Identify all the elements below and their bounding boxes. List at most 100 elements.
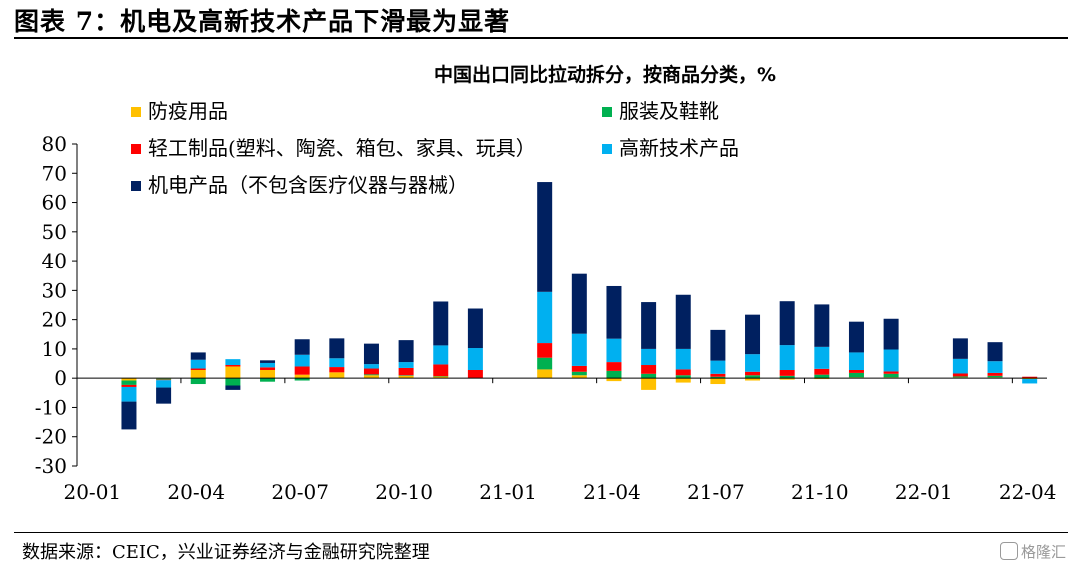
bar-segment-21-12-s2	[883, 371, 899, 374]
legend-item: 机电产品（不包含医疗仪器与器械）	[131, 169, 468, 198]
y-tick-label: 10	[42, 337, 67, 361]
bar-segment-22-02-s2	[952, 373, 968, 377]
bar-segment-20-09-s3	[363, 364, 379, 369]
legend-item: 高新技术产品	[602, 132, 739, 161]
legend-item: 服装及鞋靴	[602, 95, 719, 124]
bar-segment-20-07-s4	[294, 339, 310, 355]
x-tick-label: 21-07	[687, 480, 745, 504]
bar-segment-21-03-s0	[571, 375, 587, 379]
x-tick-label: 20-07	[271, 480, 329, 504]
bar-segment-20-03-s1	[156, 378, 172, 380]
bar-segment-20-04-s4	[190, 352, 206, 360]
bar-segment-21-12-s4	[883, 318, 899, 350]
bar-segment-21-07-s2	[710, 373, 726, 377]
bar-segment-21-09-s2	[779, 369, 795, 376]
y-tick-label: 50	[42, 220, 67, 244]
bar-segment-21-03-s1	[571, 371, 587, 376]
bar-segment-21-04-s2	[606, 362, 622, 371]
bar-segment-20-06-s1	[260, 378, 276, 382]
bar-segment-20-11-s1	[433, 376, 449, 377]
legend-swatch	[602, 107, 612, 117]
bar-segment-20-12-s3	[467, 348, 483, 370]
bar-segment-21-09-s3	[779, 345, 795, 370]
y-tick-label: 80	[42, 132, 67, 156]
bar-segment-20-05-s0	[225, 366, 241, 379]
bar-segment-21-10-s3	[814, 346, 830, 369]
bar-segment-20-04-s2	[190, 368, 206, 370]
bar-segment-20-04-s3	[190, 359, 206, 369]
bar-segment-21-03-s4	[571, 273, 587, 334]
y-tick-label: -20	[35, 425, 67, 449]
bar-segment-21-08-s3	[745, 354, 761, 372]
bar-segment-21-11-s3	[848, 352, 864, 370]
bar-segment-20-09-s4	[363, 343, 379, 365]
bar-segment-21-06-s3	[675, 348, 691, 370]
y-tick-label: 40	[42, 249, 67, 273]
bar-segment-20-11-s0	[433, 376, 449, 379]
bar-segment-20-05-s3	[225, 359, 241, 366]
legend-label: 服装及鞋靴	[619, 99, 719, 123]
bar-segment-21-06-s0	[675, 378, 691, 383]
bar-segment-21-10-s4	[814, 304, 830, 347]
bar-segment-20-11-s3	[433, 345, 449, 365]
y-tick-label: 0	[54, 366, 67, 390]
bar-segment-20-07-s2	[294, 366, 310, 375]
figure-title: 图表 7：机电及高新技术产品下滑最为显著	[14, 7, 511, 36]
bar-segment-22-04-s2	[1022, 376, 1038, 379]
bar-segment-20-04-s0	[190, 369, 206, 379]
bar-segment-21-02-s4	[537, 182, 553, 292]
bar-segment-20-05-s4	[225, 385, 241, 390]
bar-segment-21-09-s0	[779, 378, 795, 380]
bar-segment-21-02-s3	[537, 291, 553, 344]
bar-segment-22-04-s3	[1022, 379, 1038, 384]
bar-segment-21-06-s4	[675, 294, 691, 349]
legend-swatch	[131, 144, 141, 154]
bar-segment-20-11-s4	[433, 301, 449, 346]
bar-segment-20-10-s4	[398, 340, 414, 363]
x-tick-label: 21-10	[791, 480, 849, 504]
bar-segment-20-07-s0	[294, 374, 310, 379]
bar-segment-20-02-s1	[121, 380, 137, 385]
x-tick-label: 22-04	[999, 480, 1057, 504]
figure-header: 图表 7：机电及高新技术产品下滑最为显著	[0, 0, 1080, 40]
bar-segment-21-07-s4	[710, 329, 726, 361]
bar-segment-22-02-s1	[952, 376, 968, 378]
legend-label: 机电产品（不包含医疗仪器与器械）	[148, 173, 468, 197]
bar-segment-20-06-s3	[260, 362, 276, 368]
bar-segment-21-04-s1	[606, 370, 622, 379]
bar-segment-22-03-s2	[987, 372, 1003, 376]
bar-segment-20-02-s3	[121, 386, 137, 402]
bar-segment-20-09-s0	[363, 375, 379, 379]
legend-label: 高新技术产品	[619, 136, 739, 160]
legend-swatch	[131, 107, 141, 117]
bar-segment-21-12-s1	[883, 373, 899, 378]
legend-item: 防疫用品	[131, 95, 228, 124]
bar-segment-20-10-s0	[398, 375, 414, 379]
bar-segment-21-04-s4	[606, 285, 622, 339]
x-tick-label: 22-01	[895, 480, 953, 504]
bar-segment-20-03-s4	[156, 387, 172, 404]
bar-segment-20-07-s3	[294, 354, 310, 367]
bar-segment-20-03-s3	[156, 380, 172, 388]
bar-segment-20-11-s2	[433, 364, 449, 377]
y-tick-label: 60	[42, 191, 67, 215]
bar-segment-22-03-s4	[987, 342, 1003, 362]
y-tick-label: -30	[35, 454, 67, 478]
bar-segment-20-10-s2	[398, 367, 414, 376]
bar-segment-21-03-s3	[571, 333, 587, 366]
legend-label: 防疫用品	[148, 99, 228, 123]
bar-segment-21-02-s0	[537, 369, 553, 379]
bar-segment-20-06-s2	[260, 367, 276, 370]
bar-segment-22-02-s4	[952, 338, 968, 359]
legend-label: 轻工制品(塑料、陶瓷、箱包、家具、玩具）	[148, 136, 536, 160]
bar-segment-21-07-s1	[710, 376, 726, 379]
bar-segment-20-09-s1	[363, 374, 379, 376]
bar-segment-22-03-s1	[987, 375, 1003, 378]
watermark-logo-icon	[999, 542, 1018, 560]
bar-segment-20-04-s1	[190, 378, 206, 385]
bar-segment-20-05-s2	[225, 365, 241, 367]
bar-segment-21-02-s2	[537, 343, 553, 358]
bar-segment-20-08-s0	[329, 372, 345, 379]
bar-segment-22-02-s3	[952, 358, 968, 374]
bar-segment-21-08-s2	[745, 371, 761, 376]
